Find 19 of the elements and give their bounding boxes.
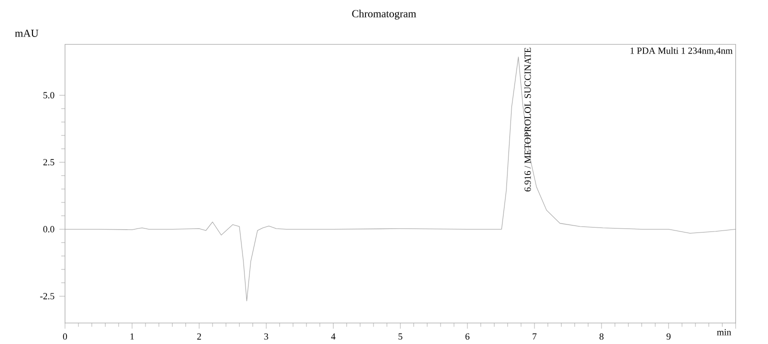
chart-title: Chromatogram [352,10,416,20]
y-tick-label: 0.0 [43,226,54,232]
y-tick-label: -2.5 [40,292,54,300]
x-tick-label: 2 [197,333,201,340]
y-tick-label: 2.5 [43,159,54,166]
x-tick-label: 0 [63,333,67,340]
x-axis-title: min [716,329,732,336]
x-tick-label: 5 [398,333,402,340]
x-tick-label: 8 [600,333,604,340]
y-tick-label: 5.0 [43,92,54,98]
annotation: 6.916 / METOPROLOL SUCCINATE [524,48,531,192]
x-tick-label: 4 [331,333,336,340]
x-tick-label: 1 [130,333,134,340]
x-tick-label: 6 [465,333,470,340]
annotation: 1 PDA Multi 1 234nm,4nm [630,47,733,56]
x-tick-label: 7 [532,333,537,340]
y-axis-title: mAU [15,30,38,37]
x-tick-label: 9 [666,333,671,340]
x-tick-label: 3 [264,333,268,340]
